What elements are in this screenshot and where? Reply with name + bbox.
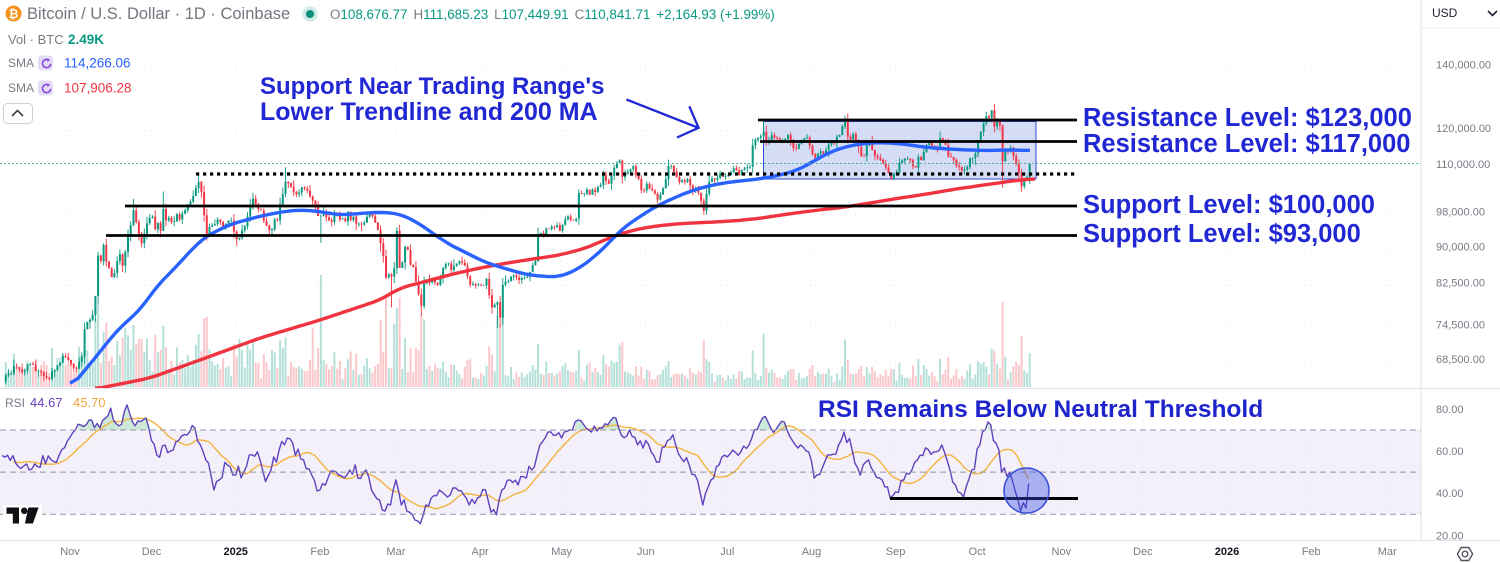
svg-text:2026: 2026 bbox=[1215, 546, 1239, 558]
svg-text:Sep: Sep bbox=[886, 546, 906, 558]
svg-text:RSI: RSI bbox=[5, 396, 25, 410]
svg-text:20.00: 20.00 bbox=[1436, 530, 1464, 542]
svg-text:74,500.00: 74,500.00 bbox=[1436, 319, 1485, 331]
svg-text:82,500.00: 82,500.00 bbox=[1436, 277, 1485, 289]
svg-text:107,906.28: 107,906.28 bbox=[64, 81, 132, 96]
svg-text:Nov: Nov bbox=[60, 546, 80, 558]
svg-text:SMA: SMA bbox=[8, 56, 34, 70]
svg-text:Mar: Mar bbox=[1378, 546, 1397, 558]
svg-text:60.00: 60.00 bbox=[1436, 446, 1464, 458]
svg-text:USD: USD bbox=[1432, 6, 1458, 20]
svg-text:110,000.00: 110,000.00 bbox=[1436, 159, 1490, 171]
svg-text:RSI Remains Below Neutral Thre: RSI Remains Below Neutral Threshold bbox=[818, 396, 1263, 423]
svg-text:Apr: Apr bbox=[472, 546, 489, 558]
svg-text:90,000.00: 90,000.00 bbox=[1436, 242, 1485, 254]
svg-text:Jul: Jul bbox=[720, 546, 734, 558]
svg-text:40.00: 40.00 bbox=[1436, 488, 1464, 500]
svg-text:2025: 2025 bbox=[223, 546, 247, 558]
svg-text:Lower Trendline and 200 MA: Lower Trendline and 200 MA bbox=[260, 98, 598, 126]
svg-text:114,266.06: 114,266.06 bbox=[64, 56, 131, 71]
svg-text:68,500.00: 68,500.00 bbox=[1436, 354, 1485, 366]
svg-text:Dec: Dec bbox=[1133, 546, 1153, 558]
svg-text:Resistance Level: $123,000: Resistance Level: $123,000 bbox=[1083, 104, 1412, 132]
svg-text:Feb: Feb bbox=[310, 546, 329, 558]
svg-text:Resistance Level: $117,000: Resistance Level: $117,000 bbox=[1083, 130, 1410, 158]
svg-text:Nov: Nov bbox=[1052, 546, 1072, 558]
svg-text:Mar: Mar bbox=[386, 546, 405, 558]
svg-text:Bitcoin / U.S. Dollar · 1D · C: Bitcoin / U.S. Dollar · 1D · Coinbase bbox=[27, 5, 290, 23]
svg-text:Support Near Trading Range's: Support Near Trading Range's bbox=[260, 73, 604, 100]
svg-text:Support Level: $93,000: Support Level: $93,000 bbox=[1083, 220, 1361, 248]
svg-text:Jun: Jun bbox=[637, 546, 655, 558]
svg-text:120,000.00: 120,000.00 bbox=[1436, 123, 1491, 135]
svg-text:Oct: Oct bbox=[969, 546, 986, 558]
svg-text:Support Level: $100,000: Support Level: $100,000 bbox=[1083, 191, 1375, 219]
svg-text:SMA: SMA bbox=[8, 81, 34, 95]
svg-text:98,000.00: 98,000.00 bbox=[1436, 206, 1485, 218]
svg-text:Dec: Dec bbox=[142, 546, 162, 558]
svg-text:May: May bbox=[551, 546, 572, 558]
svg-text:44.67: 44.67 bbox=[30, 395, 63, 410]
svg-text:80.00: 80.00 bbox=[1436, 404, 1464, 416]
svg-text:140,000.00: 140,000.00 bbox=[1436, 60, 1491, 72]
svg-text:₿: ₿ bbox=[9, 7, 19, 21]
svg-text:Aug: Aug bbox=[802, 546, 822, 558]
svg-text:Feb: Feb bbox=[1302, 546, 1321, 558]
svg-text:Vol · BTC: Vol · BTC bbox=[8, 32, 64, 47]
svg-text:45.70: 45.70 bbox=[73, 395, 106, 410]
svg-text:2.49K: 2.49K bbox=[68, 32, 104, 47]
